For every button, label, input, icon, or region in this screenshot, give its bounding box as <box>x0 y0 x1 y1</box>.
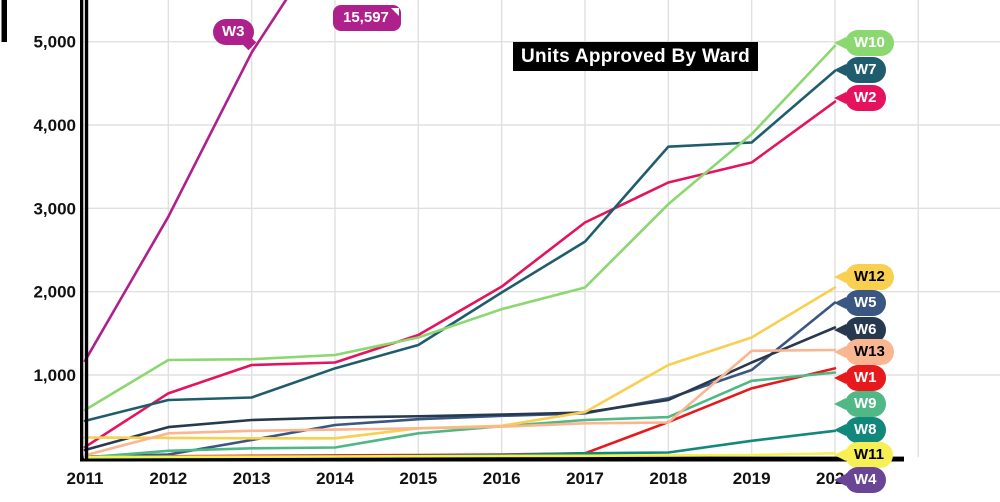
edge-axis-fragment <box>1 0 7 42</box>
series-line-w2 <box>83 100 837 449</box>
series-label-w9: W9 <box>845 391 886 417</box>
x-tick-label: 2014 <box>316 469 354 488</box>
x-tick-label: 2019 <box>733 469 771 488</box>
x-tick-label: 2013 <box>233 469 271 488</box>
x-tick-label: 2017 <box>566 469 604 488</box>
series-label-w12: W12 <box>845 264 894 290</box>
tick-labels: 1,000 2,000 3,000 4,000 5,000 2011 2012 2013 201… <box>33 33 853 488</box>
y-tick-label: 2,000 <box>33 283 76 302</box>
series-label-w5: W5 <box>845 290 886 316</box>
series-label-tail-w2 <box>834 92 846 104</box>
series-label-tail-w11 <box>834 449 846 461</box>
series-line-w13 <box>83 348 837 457</box>
y-tick-label: 1,000 <box>33 366 76 385</box>
w3-label-text: W3 <box>222 23 245 40</box>
series-label-tail-w7 <box>834 64 846 76</box>
series-lines <box>83 0 837 459</box>
x-tick-label: 2018 <box>649 469 687 488</box>
w3-final-value-callout: 15,597 <box>333 5 401 31</box>
series-line-w10 <box>83 44 837 412</box>
y-axis-line-inner <box>84 0 89 461</box>
series-label-w13: W13 <box>845 339 894 365</box>
series-label-tail-w1 <box>834 372 846 384</box>
w3-final-value-text: 15,597 <box>343 9 389 26</box>
x-tick-label: 2016 <box>483 469 521 488</box>
y-tick-label: 4,000 <box>33 116 76 135</box>
series-label-tail-w12 <box>834 271 846 283</box>
series-line-w3 <box>83 0 288 363</box>
chart-title: Units Approved By Ward <box>513 42 758 71</box>
series-label-w1: W1 <box>845 365 886 391</box>
series-label-tail-w9 <box>834 398 846 410</box>
series-label-w6: W6 <box>845 317 886 343</box>
x-tick-label: 2011 <box>67 469 104 488</box>
series-label-w11: W11 <box>845 442 894 468</box>
axes <box>1 0 89 461</box>
series-label-tail-w8 <box>834 424 846 436</box>
series-label-tail-w6 <box>834 324 846 336</box>
series-line-w5 <box>83 301 837 458</box>
y-tick-label: 5,000 <box>33 33 76 52</box>
series-label-w8: W8 <box>845 417 886 443</box>
series-line-w1 <box>83 367 837 458</box>
series-line-w7 <box>83 69 837 423</box>
series-label-tail-w5 <box>834 297 846 309</box>
series-label-tail-w13 <box>834 346 846 358</box>
series-label-w10: W10 <box>845 30 894 56</box>
series-label-w7: W7 <box>845 57 886 83</box>
x-tick-label: 2012 <box>149 469 187 488</box>
series-label-tail-w4 <box>834 474 846 486</box>
series-label-w3: W3 <box>213 19 254 45</box>
series-line-w11 <box>83 452 837 459</box>
y-tick-label: 3,000 <box>33 199 76 218</box>
series-line-w9 <box>83 371 837 459</box>
series-label-tail-w10 <box>834 37 846 49</box>
y-axis-line <box>80 0 84 461</box>
series-label-w2: W2 <box>845 85 886 111</box>
callout-arrow-icon <box>390 8 399 16</box>
x-tick-label: 2015 <box>399 469 437 488</box>
series-line-w6 <box>83 326 837 452</box>
series-label-w4: W4 <box>845 467 886 493</box>
x-axis-line <box>80 456 904 462</box>
